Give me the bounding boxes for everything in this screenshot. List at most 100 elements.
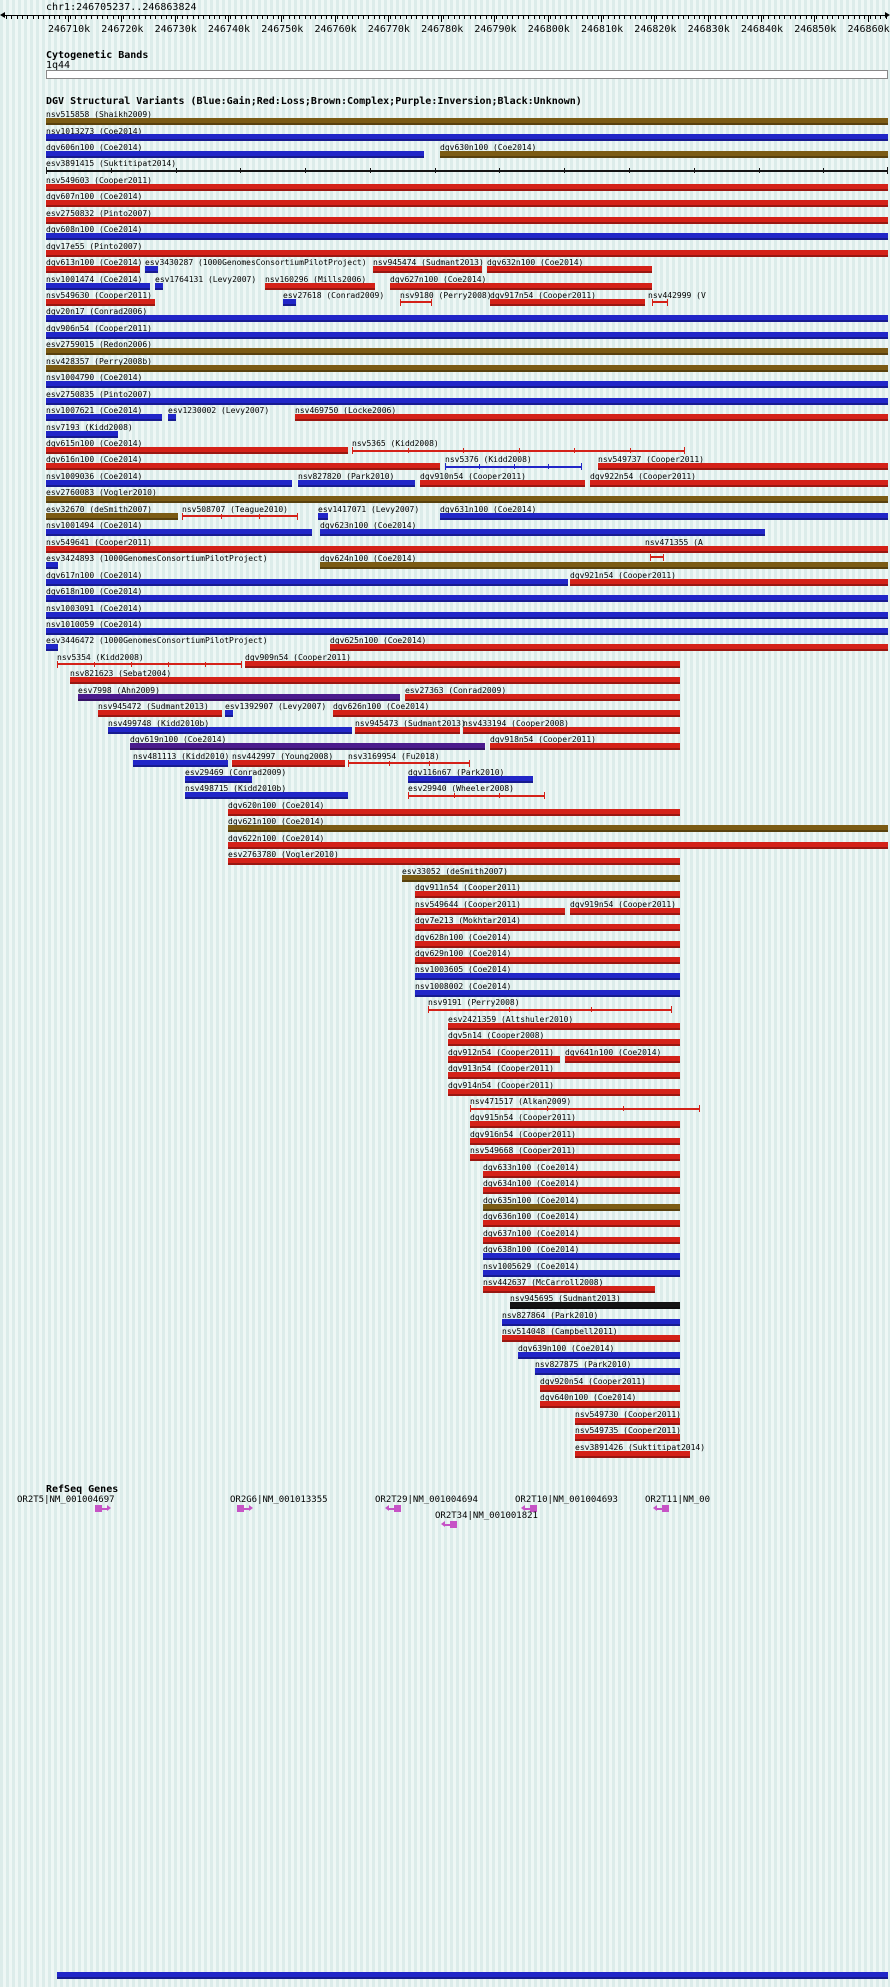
variant-label[interactable]: nsv549668 (Cooper2011) [470,1146,576,1156]
variant-bar[interactable] [470,1105,700,1112]
variant-label[interactable]: esv33052 (deSmith2007) [402,866,508,876]
variant-label[interactable]: esv3424893 (1000GenomesConsortiumPilotPr… [46,554,268,564]
variant-label[interactable]: nsv549735 (Cooper2011) [575,1426,681,1435]
gene-label[interactable]: OR2T34|NM_001001821 [435,1511,538,1521]
variant-label[interactable]: dgv7e213 (Mokhtar2014) [415,916,521,925]
variant-label[interactable]: dgv636n100 (Coe2014) [483,1212,580,1222]
variant-label[interactable]: esv27363 (Conrad2009) [405,685,507,695]
variant-label[interactable]: nsv549737 (Cooper2011) [598,455,704,465]
variant-label[interactable]: dgv632n100 (Coe2014) [487,258,584,267]
variant-label[interactable]: nsv160296 (Mills2006) [265,274,367,284]
variant-bar[interactable] [168,414,176,422]
variant-label[interactable]: dgv918n54 (Cooper2011) [490,735,596,745]
variant-label[interactable]: dgv624n100 (Coe2014) [320,554,417,564]
variant-label[interactable]: nsv945474 (Sudmant2013) [373,258,484,267]
variant-label[interactable]: nsv428357 (Perry2008b) [46,356,152,366]
variant-bar[interactable] [78,693,400,701]
variant-bar[interactable] [46,512,178,520]
variant-bar[interactable] [333,710,680,718]
variant-bar[interactable] [46,216,888,224]
variant-label[interactable]: nsv498715 (Kidd2010b) [185,784,287,794]
variant-label[interactable]: nsv821623 (Sebat2004) [70,669,172,679]
variant-bar[interactable] [415,924,680,931]
variant-label[interactable]: dgv634n100 (Coe2014) [483,1179,580,1189]
variant-bar[interactable] [228,808,680,816]
variant-bar[interactable] [46,331,888,339]
variant-label[interactable]: nsv5354 (Kidd2008) [57,652,144,662]
variant-label[interactable]: dgv906n54 (Cooper2011) [46,323,152,333]
variant-label[interactable]: esv27618 (Conrad2009) [283,290,385,300]
variant-label[interactable]: nsv945472 (Sudmant2013) [98,702,209,712]
variant-bar[interactable] [405,693,680,701]
variant-label[interactable]: dgv921n54 (Cooper2011) [570,570,676,580]
variant-bar[interactable] [46,496,888,504]
gene-label[interactable]: OR2T5|NM_001004697 [17,1495,115,1505]
variant-label[interactable]: esv3430287 (1000GenomesConsortiumPilotPr… [145,258,367,267]
variant-bar[interactable] [318,512,328,520]
gene-glyph[interactable] [385,1505,401,1512]
variant-bar[interactable] [228,825,888,833]
variant-bar[interactable] [46,479,292,487]
variant-label[interactable]: nsv549603 (Cooper2011) [46,175,152,185]
variant-label[interactable]: dgv615n100 (Coe2014) [46,439,143,448]
variant-bar[interactable] [225,710,233,718]
variant-bar[interactable] [46,381,888,389]
variant-bar[interactable] [46,397,888,405]
variant-bar[interactable] [108,726,352,734]
variant-bar[interactable] [470,1121,680,1129]
variant-bar[interactable] [133,759,228,767]
variant-label[interactable]: dgv638n100 (Coe2014) [483,1245,580,1254]
variant-bar[interactable] [483,1220,680,1228]
variant-bar[interactable] [408,792,545,800]
variant-bar[interactable] [483,1253,680,1260]
variant-bar[interactable] [355,726,460,734]
variant-bar[interactable] [352,447,685,454]
variant-label[interactable]: nsv549644 (Cooper2011) [415,899,521,909]
variant-label[interactable]: esv2421359 (Altshuler2010) [448,1014,574,1024]
variant-bar[interactable] [445,463,582,471]
variant-label[interactable]: nsv9191 (Perry2008) [428,998,520,1008]
variant-label[interactable]: dgv626n100 (Coe2014) [333,702,430,712]
partial-feature-bar[interactable] [57,1972,888,1979]
variant-bar[interactable] [448,1088,680,1096]
variant-bar[interactable] [265,282,375,290]
variant-bar[interactable] [46,150,424,158]
variant-label[interactable]: nsv1008002 (Coe2014) [415,981,512,991]
variant-label[interactable]: nsv469750 (Locke2006) [295,406,397,416]
variant-bar[interactable] [448,1072,680,1080]
variant-label[interactable]: nsv1001474 (Coe2014) [46,274,143,284]
variant-bar[interactable] [228,841,888,849]
variant-label[interactable]: nsv515858 (Shaikh2009) [46,110,152,119]
variant-label[interactable]: dgv623n100 (Coe2014) [320,521,417,531]
variant-bar[interactable] [652,298,668,306]
variant-label[interactable]: dgv606n100 (Coe2014) [46,142,143,152]
variant-label[interactable]: esv2750832 (Pinto2007) [46,208,152,218]
variant-label[interactable]: dgv621n100 (Coe2014) [228,817,325,827]
variant-bar[interactable] [470,1154,680,1162]
variant-label[interactable]: dgv607n100 (Coe2014) [46,192,143,202]
variant-bar[interactable] [440,512,888,520]
variant-label[interactable]: dgv617n100 (Coe2014) [46,570,143,580]
variant-label[interactable]: dgv627n100 (Coe2014) [390,274,487,284]
variant-label[interactable]: nsv9180 (Perry2008) [400,290,492,300]
variant-bar[interactable] [46,463,440,471]
variant-label[interactable]: esv1392907 (Levy2007) [225,702,327,712]
variant-label[interactable]: nsv945695 (Sudmant2013) [510,1294,621,1304]
variant-bar[interactable] [46,118,888,125]
variant-label[interactable]: dgv633n100 (Coe2014) [483,1162,580,1172]
variant-bar[interactable] [46,414,162,422]
gene-glyph[interactable] [441,1521,457,1528]
variant-bar[interactable] [46,447,348,454]
variant-label[interactable]: nsv3169954 (Fu2018) [348,751,440,761]
variant-label[interactable]: dgv910n54 (Cooper2011) [420,471,526,481]
gene-glyph[interactable] [95,1505,111,1512]
variant-label[interactable]: dgv5n14 (Cooper2008) [448,1031,545,1041]
variant-bar[interactable] [46,200,888,208]
variant-bar[interactable] [598,463,888,471]
variant-bar[interactable] [420,479,585,487]
variant-label[interactable]: esv2763780 (Vogler2010) [228,850,339,860]
gene-label[interactable]: OR2G6|NM_001013355 [230,1495,328,1505]
variant-bar[interactable] [415,891,680,899]
variant-label[interactable]: nsv442637 (McCarroll2008) [483,1278,604,1287]
variant-bar[interactable] [463,726,680,734]
